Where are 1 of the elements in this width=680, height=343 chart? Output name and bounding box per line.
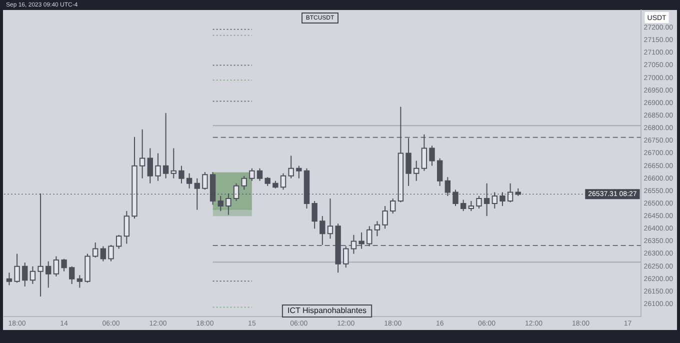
annotation: ICT Hispanohablantes: [287, 306, 367, 316]
